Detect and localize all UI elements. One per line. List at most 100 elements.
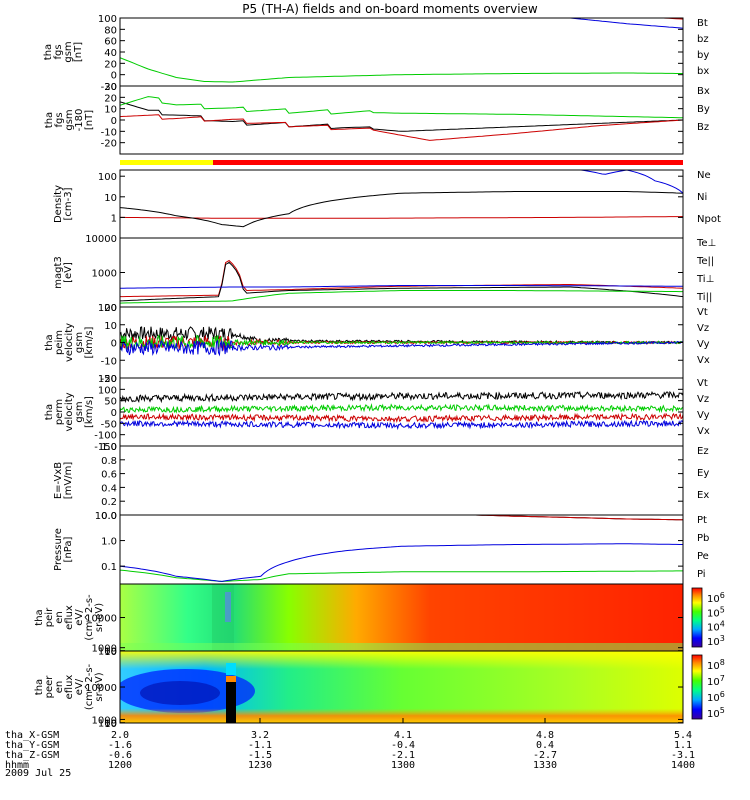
y-axis-label-perm: tha perm velocity gsm [km/s] <box>44 392 95 431</box>
svg-text:eV/: eV/ <box>74 678 85 695</box>
x-tick-label: 5.4 <box>674 730 692 741</box>
svg-text:-180: -180 <box>74 109 85 132</box>
svg-text:gsm: gsm <box>74 332 85 353</box>
svg-text:E=-VxB: E=-VxB <box>53 462 64 499</box>
y-tick-label: 10 <box>104 321 117 332</box>
y-tick-label: 10 <box>104 647 117 658</box>
x-tick-label: -0.6 <box>108 750 132 761</box>
orbit-bar-red <box>213 160 683 165</box>
x-tick-label: 2.0 <box>111 730 129 741</box>
x-tick-label: -1.1 <box>248 740 272 751</box>
series-temp-Te|| <box>120 261 683 302</box>
svg-text:en: en <box>54 611 65 624</box>
svg-text:(cm^2-s-: (cm^2-s- <box>84 663 95 710</box>
y-tick-label: 0 <box>111 408 117 419</box>
x-tick-label: -0.4 <box>391 740 415 751</box>
x-tick-label: -1.5 <box>248 750 272 761</box>
y-tick-label: 0.0 <box>101 511 117 522</box>
svg-text:[km/s]: [km/s] <box>84 396 95 428</box>
colorbar-tick-label: 105 <box>707 706 725 720</box>
y-tick-label: -10 <box>101 356 117 367</box>
y-axis-label-fgs_fac: tha fgs gsm -180 [nT] <box>44 109 95 132</box>
legend-fgs-bz: bz <box>697 34 709 45</box>
legend-perm-Vt: Vt <box>697 378 708 389</box>
y-tick-label: 10.0 <box>95 511 117 522</box>
x-tick-label: 4.1 <box>394 730 412 741</box>
y-tick-label: 100 <box>98 647 117 658</box>
x-tick-label: -2.1 <box>391 750 415 761</box>
y-tick-label: 10 <box>104 105 117 116</box>
svg-text:fgs: fgs <box>53 44 64 59</box>
panel-frame <box>119 445 684 516</box>
y-tick-label: 1 <box>111 213 117 224</box>
series-fgs_fac-By <box>120 96 683 119</box>
legend-pressure-Pe: Pe <box>697 551 709 562</box>
y-tick-label: -100 <box>94 431 117 442</box>
legend-fgs_fac-Bz: Bz <box>697 122 709 133</box>
svg-text:sr-eV): sr-eV) <box>94 603 105 632</box>
colorbar-tick-label: 106 <box>707 591 725 605</box>
series-fgs-bx <box>559 18 683 29</box>
legend-peim-Vy: Vy <box>697 339 710 350</box>
y-tick-label: 30 <box>104 82 117 93</box>
svg-text:eV/: eV/ <box>74 609 85 626</box>
spectrogram-peer <box>120 651 683 723</box>
colorbar-tick-label: 104 <box>707 620 725 634</box>
legend-temp-Te⊥: Te⊥ <box>696 238 716 249</box>
orbit-bar-yellow <box>120 160 213 165</box>
y-tick-label: 20 <box>104 93 117 104</box>
y-tick-label: 150 <box>98 374 117 385</box>
colorbar-tick-label: 103 <box>707 634 725 648</box>
colorbar-peer <box>691 654 703 720</box>
y-tick-label: 10000 <box>85 614 117 625</box>
svg-text:peim: peim <box>54 330 65 355</box>
y-tick-label: 80 <box>104 25 117 36</box>
y-tick-label: 1000 <box>92 715 117 726</box>
y-tick-label: 0 <box>111 116 117 127</box>
series-temp-Ti|| <box>120 290 683 304</box>
svg-text:fgs: fgs <box>54 112 65 127</box>
y-tick-label: 10000 <box>85 683 117 694</box>
y-axis-label-peim: tha peim velocity gsm [km/s] <box>44 323 95 362</box>
x-tick-label: 0.4 <box>536 740 554 751</box>
series-pressure-Pb <box>281 515 683 521</box>
series-fgs_fac-Bx <box>120 101 683 132</box>
x-tick-label: 1330 <box>533 760 557 771</box>
svg-text:magt3: magt3 <box>53 256 64 289</box>
svg-text:en: en <box>54 681 65 694</box>
svg-text:Pressure: Pressure <box>53 528 64 571</box>
y-tick-label: 1.0 <box>101 442 117 453</box>
svg-text:eflux: eflux <box>64 605 75 630</box>
series-perm-Vx <box>120 419 683 431</box>
panel-pressure: Pt Pb Pe Pi 10.0 1.0 0.1 Pressure [nPa] <box>53 511 709 585</box>
series-density-Npot <box>120 170 683 194</box>
panel-exb: Ez Ey Ex 1.0 0.8 0.6 0.4 0.2 0.0 E=-VxB [mV/m] <box>53 442 709 522</box>
svg-text:velocity: velocity <box>64 392 75 431</box>
y-tick-label: -50 <box>101 419 117 430</box>
x-row-label: tha_Z-GSM <box>5 750 59 761</box>
x-tick-label: 1300 <box>391 760 415 771</box>
y-tick-label: -20 <box>101 139 117 150</box>
legend-fgs_fac-By: By <box>697 104 710 115</box>
y-tick-label: -20 <box>101 374 117 385</box>
y-tick-label: 10 <box>104 719 117 730</box>
legend-perm-Vx: Vx <box>697 426 710 437</box>
y-tick-label: 50 <box>104 397 117 408</box>
y-axis-label-temp: magt3 [eV] <box>53 256 74 289</box>
panel-frame <box>119 377 684 447</box>
svg-text:gsm: gsm <box>64 109 75 130</box>
y-tick-label: 0.1 <box>101 562 117 573</box>
x-tick-label: -2.7 <box>533 750 557 761</box>
y-tick-label: 0.6 <box>101 470 117 481</box>
series-fgs-by <box>120 57 683 83</box>
y-axis-label-exb: E=-VxB [mV/m] <box>53 462 74 500</box>
panel-frame <box>119 514 684 585</box>
x-tick-label: 1.1 <box>674 740 692 751</box>
svg-text:gsm: gsm <box>74 401 85 422</box>
colorbar-tick-label: 108 <box>707 658 725 672</box>
y-tick-label: 1000 <box>92 644 117 655</box>
panel-temp: Te⊥ Te|| Ti⊥ Ti|| 10000 1000 100 magt3 [eV] <box>53 234 716 314</box>
